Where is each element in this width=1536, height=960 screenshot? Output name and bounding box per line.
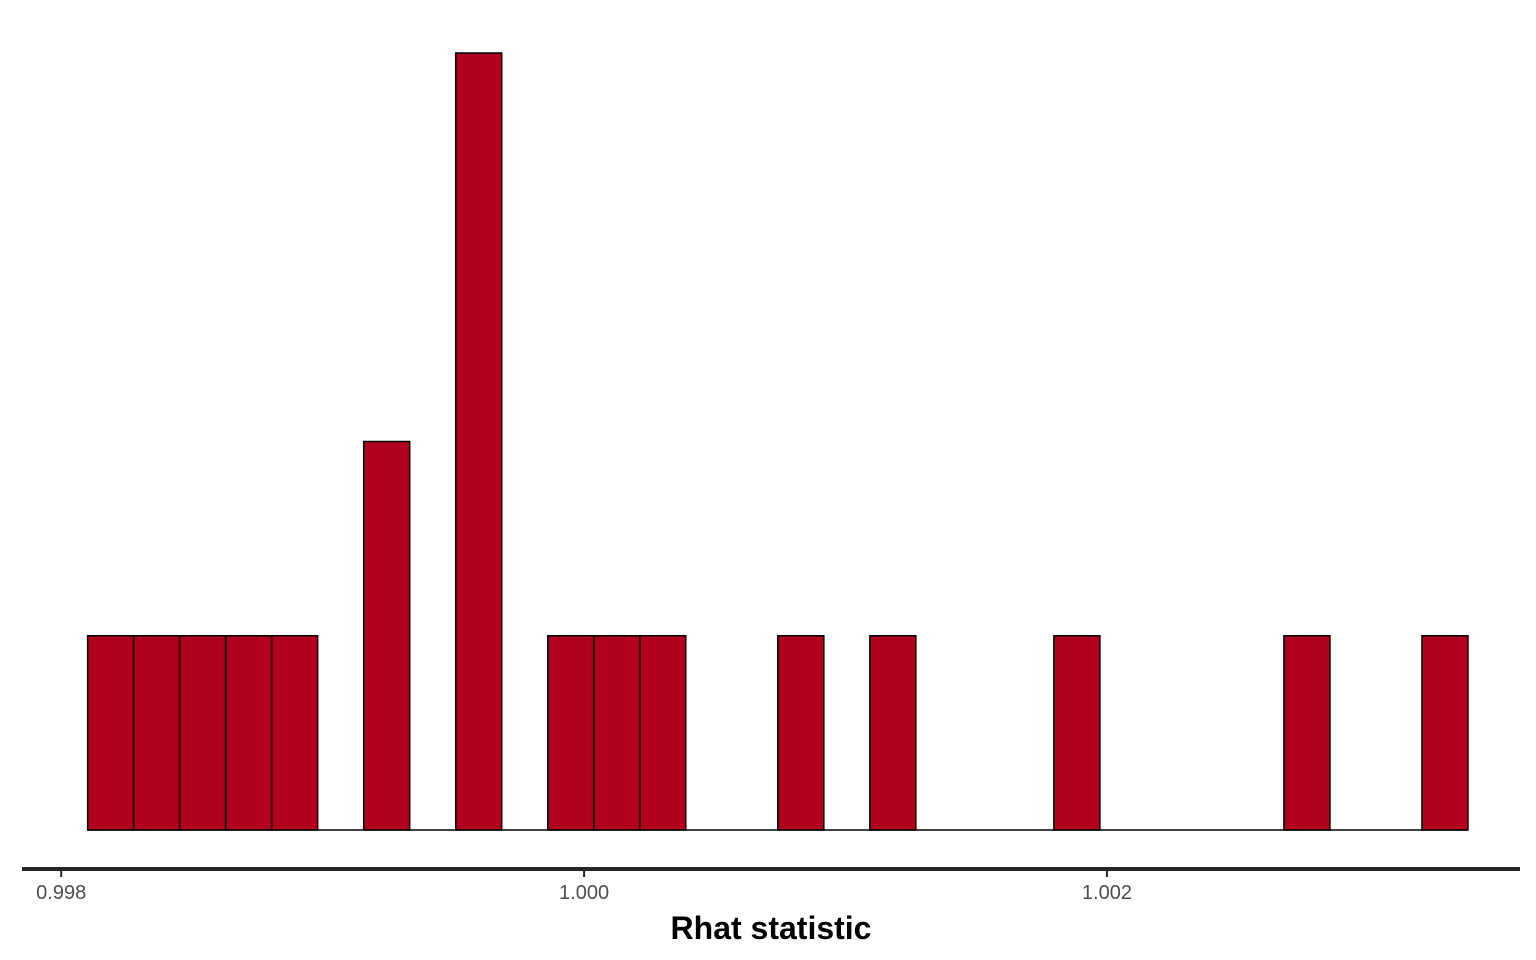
histogram-bar xyxy=(270,635,319,831)
x-axis-tick-label: 1.000 xyxy=(559,882,609,904)
histogram-bar xyxy=(546,635,595,831)
histogram-bar xyxy=(178,635,227,831)
histogram-bar xyxy=(224,635,273,831)
x-axis-title: Rhat statistic xyxy=(671,910,872,946)
histogram-bar xyxy=(132,635,181,831)
x-axis-tick-label: 0.998 xyxy=(36,882,86,904)
histogram-bar xyxy=(86,635,135,831)
histogram-bar xyxy=(362,440,411,831)
x-axis-tick-label: 1.002 xyxy=(1082,882,1132,904)
histogram-bar xyxy=(1421,635,1469,831)
histogram-bar xyxy=(639,635,687,831)
histogram-bar xyxy=(777,635,825,831)
histogram-bar xyxy=(454,52,503,831)
histogram-bar xyxy=(592,635,641,831)
histogram-bar xyxy=(1283,635,1331,831)
x-axis-ticks: 0.998 1.000 1.002 xyxy=(36,869,1132,904)
bars xyxy=(86,52,1469,831)
histogram-bar xyxy=(869,635,917,831)
histogram-bar xyxy=(1053,635,1101,831)
